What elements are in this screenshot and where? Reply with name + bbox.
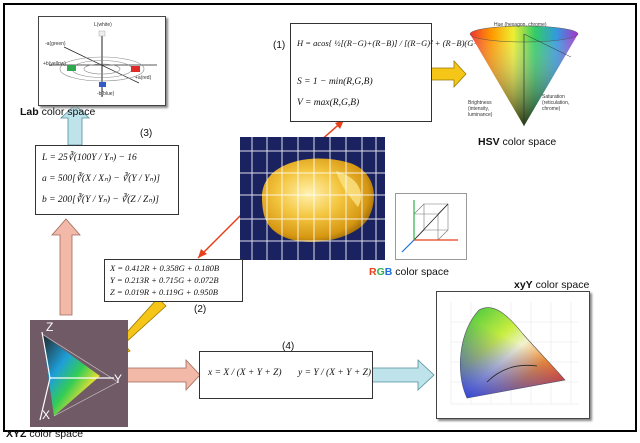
seed-highlight <box>336 171 362 207</box>
lab-green-swatch <box>67 65 76 71</box>
rgb-to-hsv-arrowhead <box>335 120 344 129</box>
rgb-cube-diagonal <box>413 203 449 241</box>
lab-ring <box>59 56 145 82</box>
xyy-formula-box: x = X / (X + Y + Z) y = Y / (X + Y + Z) <box>199 351 373 399</box>
xyz-x-axis <box>39 377 51 421</box>
step-2-label: (2) <box>194 304 207 315</box>
xyz-x-equation: X = 0.412R + 0.358G + 0.180B <box>110 263 220 273</box>
xyz-color-solid <box>42 334 100 416</box>
xyz-x-label: X <box>42 408 51 422</box>
rgb-cube-figure <box>395 193 467 260</box>
xyy-figure <box>436 291 590 419</box>
hsv-formula-box: H = acos{ ½[(R−G)+(R−B)] / [(R−G)² + (R−… <box>290 23 506 122</box>
lab-figure: L(white) -a(green) +b(yellow) +a(red) -b… <box>38 16 166 106</box>
hsv-saturation-axis <box>523 33 572 58</box>
lab-red-swatch <box>131 66 140 72</box>
lab-left-top-label: -a(green) <box>45 41 66 47</box>
planckian-locus <box>486 364 538 383</box>
lab-b-equation: b = 200[∛(Y / Yₙ) − ∛(Z / Zₙ)] <box>42 195 159 205</box>
rgb-grid-lines <box>240 137 385 260</box>
hsv-figure: Hue (hexagon, chrome) Brightness (intens… <box>466 22 582 134</box>
lab-arrow <box>59 104 91 146</box>
rgb-space-label: RGB color space <box>369 266 449 278</box>
hsv-space-label: HSV color space <box>478 136 557 148</box>
step-4-label: (4) <box>282 341 295 352</box>
hsv-s-equation: S = 1 − min(R,G,B) <box>297 77 373 87</box>
lab-blue-swatch <box>99 82 106 87</box>
chromaticity-drawing <box>450 302 579 405</box>
xyz-y-label: Y <box>114 372 123 386</box>
lab-bottom-label: -b(blue) <box>97 91 115 97</box>
step-3-label: (3) <box>140 128 153 139</box>
xyz-figure: Z Y X <box>30 320 128 427</box>
xyz-z-equation: Z = 0.019R + 0.119G + 0.950B <box>110 287 218 297</box>
rgb-to-xyz-arrowhead <box>198 249 207 258</box>
lab-space-label: Lab color space <box>20 106 96 118</box>
hsv-hue-label: Hue (hexagon, chrome) <box>494 22 547 28</box>
xyy-x-equation: x = X / (X + Y + Z) <box>208 368 282 378</box>
lab-formula-box: L = 25∛(100Y / Yₙ) − 16 a = 500[∛(X / Xₙ… <box>35 145 179 215</box>
xyz-drawing <box>39 331 119 421</box>
hsv-h-equation: H = acos{ ½[(R−G)+(R−B)] / [(R−G)² + (R−… <box>297 38 506 48</box>
xyy-space-label: xyY color space <box>514 279 590 291</box>
hsv-brightness-label: Brightness (intensity, luminance) <box>468 100 493 118</box>
lab-a-equation: a = 500[∛(X / Xₙ) − ∛(Y / Yₙ)] <box>42 174 160 184</box>
xyz-z-axis <box>41 331 51 379</box>
lab-axes-drawing <box>49 30 157 97</box>
lab-l-equation: L = 25∛(100Y / Yₙ) − 16 <box>42 153 137 163</box>
lab-white-swatch <box>98 30 106 37</box>
rgb-image <box>240 137 385 260</box>
xyy-y-equation: y = Y / (X + Y + Z) <box>298 368 372 378</box>
hsv-saturation-label: Saturation (reticulation, chrome) <box>542 94 570 112</box>
rgb-seed-drawing <box>240 137 385 260</box>
lab-b-axis <box>63 46 140 84</box>
xyz-to-xyy-arrow <box>126 358 201 392</box>
lab-left-label: +b(yellow) <box>43 61 66 67</box>
hsv-arrow <box>430 59 467 89</box>
step-1-label: (1) <box>273 40 286 51</box>
hsv-v-equation: V = max(R,G,B) <box>297 98 360 108</box>
chromaticity-blue-shading <box>460 307 565 398</box>
lab-top-label: L(white) <box>94 22 112 28</box>
hsv-cone-drawing <box>469 25 579 126</box>
rgb-cube-drawing <box>401 200 458 253</box>
xyz-to-lab-arrow <box>51 218 81 316</box>
rgb-cube-b-axis <box>401 239 415 253</box>
lab-ring <box>83 63 121 75</box>
xyz-space-label: XYZ color space <box>6 428 84 440</box>
xyz-z-label: Z <box>46 320 54 334</box>
lab-right-label: +a(red) <box>135 75 152 81</box>
xyz-y-equation: Y = 0.213R + 0.715G + 0.072B <box>110 275 219 285</box>
xyy-arrow <box>370 359 435 391</box>
xyz-formula-box: X = 0.412R + 0.358G + 0.180B Y = 0.213R … <box>104 259 243 302</box>
